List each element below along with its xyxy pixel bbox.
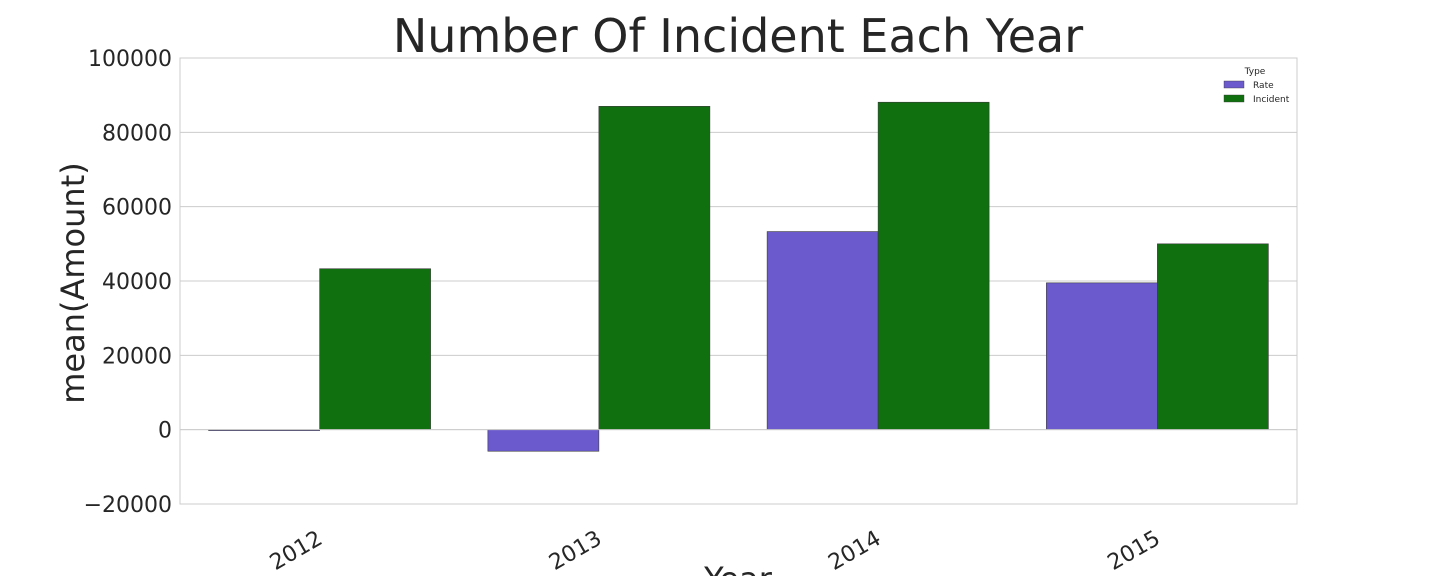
x-tick-label: 2015 bbox=[1104, 526, 1165, 576]
y-tick-label: 80000 bbox=[102, 121, 172, 146]
legend-items: Rate Incident bbox=[1223, 80, 1290, 105]
legend-title: Type bbox=[1244, 67, 1266, 77]
x-tick-label: 2012 bbox=[266, 526, 327, 576]
bar-incident-2012 bbox=[319, 268, 431, 430]
y-tick-label: 20000 bbox=[102, 344, 172, 369]
y-axis-title: mean(Amount) bbox=[54, 162, 92, 403]
y-tick-label: 100000 bbox=[88, 47, 172, 72]
y-tick-label: 0 bbox=[158, 419, 172, 444]
bars bbox=[208, 101, 1269, 452]
bar-rate-2015 bbox=[1046, 282, 1158, 430]
y-tick-labels: −20000 0 20000 40000 60000 80000 100000 bbox=[84, 47, 172, 518]
legend: Type Rate Incident bbox=[1223, 67, 1290, 105]
legend-swatch-incident bbox=[1223, 94, 1245, 103]
y-tick-label: −20000 bbox=[84, 493, 172, 518]
x-tick-label: 2014 bbox=[824, 526, 885, 576]
bar-incident-2014 bbox=[877, 101, 990, 430]
legend-label-rate: Rate bbox=[1253, 81, 1274, 91]
x-axis-title: Year bbox=[703, 560, 773, 576]
bar-rate-2014 bbox=[766, 231, 879, 430]
y-tick-label: 40000 bbox=[102, 270, 172, 295]
bar-rate-2013 bbox=[487, 429, 600, 452]
bar-incident-2013 bbox=[598, 106, 711, 430]
x-tick-label: 2013 bbox=[545, 526, 606, 576]
chart-title: Number Of Incident Each Year bbox=[393, 9, 1083, 63]
y-tick-label: 60000 bbox=[102, 196, 172, 221]
legend-swatch-rate bbox=[1223, 80, 1245, 89]
legend-label-incident: Incident bbox=[1253, 95, 1290, 105]
bar-incident-2015 bbox=[1157, 243, 1269, 430]
